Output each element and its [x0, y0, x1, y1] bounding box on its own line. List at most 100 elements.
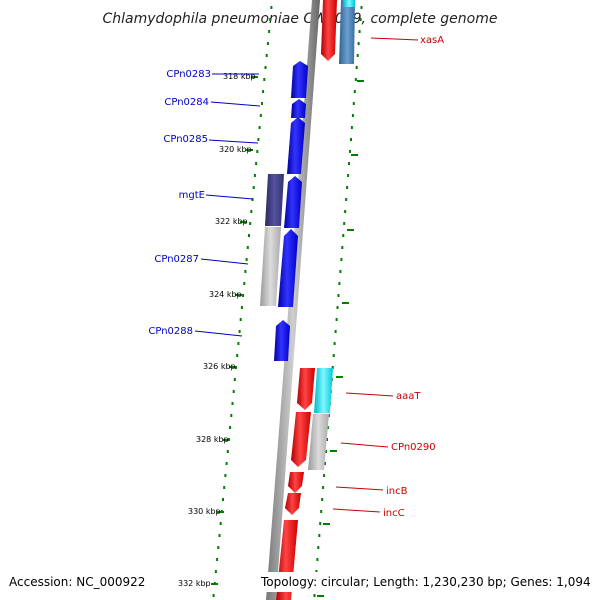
- gene-label-CPn0285[interactable]: CPn0285: [163, 134, 208, 145]
- gene-incC[interactable]: [285, 493, 301, 515]
- tick-label: 318 kbp: [223, 72, 256, 81]
- track-dot: [253, 174, 256, 177]
- track-dot: [323, 474, 326, 477]
- track-dot: [216, 558, 219, 561]
- gene-label-incB[interactable]: incB: [386, 486, 408, 497]
- track-dot: [334, 330, 337, 333]
- tick-label: 330 kbp: [188, 507, 221, 516]
- track-dot: [255, 162, 258, 165]
- cog-box-top: [343, 0, 355, 7]
- cog-box-CPn0287: [260, 227, 281, 306]
- track-dot: [325, 450, 327, 453]
- gene-CPn0288[interactable]: [274, 320, 290, 361]
- track-dot: [345, 198, 348, 201]
- track-dot: [264, 66, 267, 69]
- gene-mgtE[interactable]: [284, 176, 302, 228]
- leader-line: [210, 101, 261, 107]
- track-dot: [263, 78, 266, 81]
- track-dot: [324, 462, 326, 465]
- gene-label-CPn0287[interactable]: CPn0287: [154, 254, 199, 265]
- track-dot: [249, 222, 252, 225]
- track-dot: [320, 510, 323, 513]
- track-dot: [346, 186, 349, 189]
- gene-CPn0284[interactable]: [291, 99, 306, 118]
- leader-line: [340, 442, 389, 448]
- track-dot: [319, 522, 322, 525]
- track-dot: [326, 426, 329, 429]
- track-dot: [355, 66, 358, 69]
- position-ticks: 318 kbp 320 kbp 322 kbp 324 kbp 326 kbp …: [178, 72, 258, 588]
- leader-line: [208, 139, 259, 144]
- gene-label-CPn0288[interactable]: CPn0288: [148, 326, 193, 337]
- gene-CPn0283[interactable]: [291, 61, 308, 98]
- gene-label-CPn0284[interactable]: CPn0284: [164, 97, 209, 108]
- tick-label: 324 kbp: [209, 290, 242, 299]
- track-dot: [338, 282, 341, 285]
- gene-label-CPn0283[interactable]: CPn0283: [166, 69, 211, 80]
- track-dot: [214, 570, 217, 573]
- track-dot: [229, 426, 232, 429]
- track-dot: [360, 6, 363, 9]
- gene-incB[interactable]: [288, 472, 304, 493]
- left-gene-labels: CPn0283 CPn0284 CPn0285 mgtE CPn0287 CPn…: [148, 69, 261, 337]
- track-dot: [326, 438, 328, 441]
- track-dot: [224, 474, 227, 477]
- track-dot: [337, 294, 340, 297]
- track-dot: [222, 498, 224, 501]
- track-dot: [358, 30, 361, 33]
- track-dot: [327, 414, 330, 417]
- leader-line: [370, 37, 419, 41]
- gene-label-mgtE[interactable]: mgtE: [179, 190, 205, 201]
- track-dot: [322, 486, 325, 489]
- gene-label-xasA[interactable]: xasA: [420, 35, 444, 46]
- dotted-tracks: [212, 6, 363, 597]
- track-dot: [357, 42, 360, 45]
- tick-label: 326 kbp: [203, 362, 236, 371]
- track-dot: [233, 378, 236, 381]
- track-dot: [352, 102, 355, 105]
- track-dot: [354, 78, 357, 81]
- track-dot: [237, 342, 240, 345]
- track-dot: [259, 114, 262, 117]
- track-dot: [248, 234, 250, 237]
- track-dot: [244, 270, 247, 273]
- track-dot: [245, 258, 248, 261]
- leader-line: [200, 258, 249, 265]
- right-gene-labels: xasA aaaT CPn0290 incB incC: [332, 35, 444, 519]
- gene-label-aaaT[interactable]: aaaT: [396, 391, 421, 402]
- track-dot: [261, 102, 263, 105]
- track-dot: [238, 330, 241, 333]
- track-dot: [350, 126, 353, 129]
- gene-aaaT[interactable]: [297, 368, 315, 410]
- outer-ticks: [317, 80, 364, 597]
- cog-box-xasA: [339, 0, 355, 64]
- tick-label: 328 kbp: [196, 435, 229, 444]
- gene-label-CPn0290[interactable]: CPn0290: [391, 442, 436, 453]
- gene-xasA[interactable]: [321, 0, 337, 61]
- tick-label: 332 kbp: [178, 579, 211, 588]
- tick-label: 320 kbp: [219, 145, 252, 154]
- track-dot: [256, 150, 259, 153]
- cog-box-CPn0290: [308, 414, 329, 470]
- track-dot: [218, 534, 221, 537]
- leader-line: [194, 330, 243, 337]
- track-dot: [250, 210, 253, 213]
- track-dot: [246, 246, 249, 249]
- gene-CPn0287[interactable]: [278, 229, 298, 307]
- leader-line: [205, 194, 254, 200]
- gene-label-incC[interactable]: incC: [383, 508, 405, 519]
- track-dot: [341, 246, 344, 249]
- track-dot: [268, 30, 271, 33]
- gene-CPn0290[interactable]: [291, 412, 311, 467]
- gene-CPn0285[interactable]: [287, 117, 305, 174]
- track-dot: [239, 318, 242, 321]
- track-dot: [257, 138, 260, 141]
- track-dot: [251, 198, 254, 201]
- track-dot: [243, 282, 246, 285]
- track-dot: [265, 54, 268, 57]
- track-dot: [232, 390, 235, 393]
- track-dot: [339, 270, 342, 273]
- track-dot: [335, 318, 338, 321]
